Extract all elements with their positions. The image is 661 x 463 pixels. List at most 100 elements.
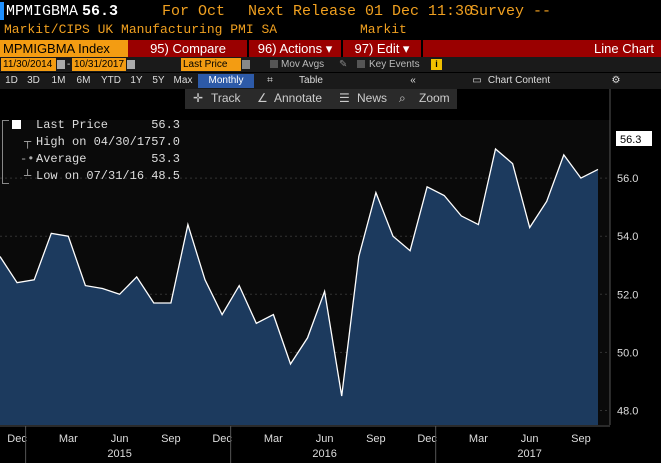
y-tick-label: 50.0: [617, 347, 638, 359]
x-tick-label: Dec: [417, 433, 437, 445]
chart-toolbar: ✛ Track ∠ Annotate ☰ News ⌕ Zoom: [185, 89, 457, 109]
y-tick-label: 52.0: [617, 289, 638, 301]
period-bar: 1D 3D 1M 6M YTD 1Y 5Y Max Monthly ⌗ Tabl…: [0, 73, 661, 89]
key-events-checkbox[interactable]: [357, 60, 365, 68]
crosshair-icon[interactable]: ✛: [193, 91, 204, 105]
x-tick-label: Sep: [161, 433, 181, 445]
track-button[interactable]: Track: [211, 91, 241, 105]
separator: [341, 40, 343, 57]
settings-bar: 11/30/2014 - 10/31/2017 Last Price Mov A…: [0, 57, 661, 72]
legend-value: 53.3: [151, 152, 180, 166]
command-bar: MPMIGBMA Index 95) Compare 96) Actions ▾…: [0, 40, 661, 57]
last-value-tag: [616, 131, 652, 146]
calendar-icon[interactable]: [127, 60, 135, 69]
x-tick-label: Sep: [366, 433, 386, 445]
chart-content-button[interactable]: Chart Content: [487, 75, 551, 86]
collapse-icon[interactable]: «: [410, 75, 416, 86]
legend-value: 57.0: [151, 135, 180, 149]
period-1m[interactable]: 1M: [51, 75, 66, 86]
period-6m[interactable]: 6M: [76, 75, 91, 86]
next-release: Next Release 01 Dec 11:30: [248, 3, 474, 20]
period-1d[interactable]: 1D: [5, 75, 18, 86]
period-5y[interactable]: 5Y: [152, 75, 165, 86]
chart-content-icon: ▭: [472, 75, 482, 86]
legend-value: 48.5: [151, 169, 180, 183]
security-description-row: Markit/CIPS UK Manufacturing PMI SA Mark…: [0, 22, 661, 39]
period-max[interactable]: Max: [173, 75, 193, 86]
x-tick-label: Jun: [316, 433, 334, 445]
x-tick-label: Sep: [571, 433, 591, 445]
series-line: [0, 147, 599, 397]
low-marker-icon: ┴: [24, 169, 32, 183]
ticker-marker: [0, 2, 4, 20]
frequency-select[interactable]: Monthly: [198, 74, 254, 88]
x-tick-label: Mar: [264, 433, 283, 445]
legend-low: ┴ Low on 07/31/16 48.5: [10, 169, 180, 183]
area-fill: [0, 149, 598, 425]
x-year-label: 2015: [107, 448, 131, 460]
view-label[interactable]: Line Chart: [560, 40, 658, 57]
survey: Survey --: [470, 3, 552, 20]
last-value-marker: 56.3: [616, 131, 652, 146]
actions-menu[interactable]: 96) Actions ▾: [250, 40, 340, 57]
last-value: 56.3: [82, 3, 119, 20]
data-source: Markit: [360, 22, 407, 37]
legend-average: -•- Average 53.3: [10, 152, 180, 166]
table-button[interactable]: Table: [299, 75, 323, 86]
legend-last-price: Last Price 56.3: [10, 118, 180, 132]
legend-value: 56.3: [151, 118, 180, 132]
high-marker-icon: ┬: [24, 135, 32, 149]
period-3d[interactable]: 3D: [27, 75, 40, 86]
news-icon[interactable]: ☰: [339, 91, 350, 105]
search-icon[interactable]: ⌕: [399, 91, 406, 105]
dropdown-icon[interactable]: [242, 60, 250, 69]
mov-avgs-label: Mov Avgs: [281, 59, 325, 70]
x-tick-label: Jun: [521, 433, 539, 445]
x-year-label: 2016: [312, 448, 336, 460]
key-events-label: Key Events: [369, 59, 420, 70]
compare-button[interactable]: 95) Compare: [130, 40, 246, 57]
chart-legend: Last Price 56.3 ┬ High on 04/30/17 57.0 …: [2, 118, 180, 186]
mov-avgs-checkbox[interactable]: [270, 60, 278, 68]
legend-bracket: [2, 120, 9, 184]
chart-type-icon[interactable]: ⌗: [267, 75, 273, 86]
average-marker-icon: -•-: [20, 152, 42, 166]
annotate-button[interactable]: Annotate: [274, 91, 323, 105]
for-period: For Oct: [162, 3, 226, 20]
legend-key: Average: [36, 152, 87, 166]
y-tick-label: 54.0: [617, 231, 638, 243]
pen-icon[interactable]: ✎: [339, 59, 348, 70]
ticker-symbol: MPMIGBMA: [6, 3, 79, 20]
last-value-tag-label: 56.3: [620, 134, 641, 146]
x-tick-label: Mar: [469, 433, 488, 445]
zoom-button[interactable]: Zoom: [419, 91, 450, 105]
period-1y[interactable]: 1Y: [130, 75, 143, 86]
x-axis: Dec Mar Jun Sep Dec Mar Jun Sep Dec Mar Jun Sep 2015…: [0, 425, 610, 463]
gear-icon[interactable]: ⚙: [611, 75, 621, 86]
info-icon[interactable]: i: [431, 59, 442, 70]
legend-swatch: [12, 120, 21, 129]
security-header: MPMIGBMA 56.3 For Oct Next Release 01 De…: [0, 0, 661, 22]
calendar-icon[interactable]: [57, 60, 65, 69]
news-button[interactable]: News: [357, 91, 388, 105]
edit-menu[interactable]: 97) Edit ▾: [344, 40, 420, 57]
end-date-input[interactable]: 10/31/2017: [72, 58, 126, 71]
y-axis: 48.0 50.0 52.0 54.0 56.0: [609, 89, 638, 425]
separator: [247, 40, 249, 57]
start-date-input[interactable]: 11/30/2014: [1, 58, 56, 71]
x-tick-label: Dec: [212, 433, 232, 445]
index-field[interactable]: MPMIGBMA Index: [0, 40, 128, 57]
period-ytd[interactable]: YTD: [101, 75, 121, 86]
y-tick-label: 48.0: [617, 405, 638, 417]
security-description: Markit/CIPS UK Manufacturing PMI SA: [4, 22, 278, 37]
date-dash: -: [67, 59, 71, 70]
x-tick-label: Dec: [7, 433, 27, 445]
legend-key: High on 04/30/17: [36, 135, 152, 149]
field-select[interactable]: Last Price: [181, 58, 241, 71]
legend-high: ┬ High on 04/30/17 57.0: [10, 135, 180, 149]
pen-icon[interactable]: ∠: [257, 91, 268, 105]
x-tick-label: Mar: [59, 433, 78, 445]
legend-key: Low on 07/31/16: [36, 169, 145, 183]
x-year-label: 2017: [517, 448, 541, 460]
price-chart[interactable]: 48.0 50.0 52.0 54.0 56.0 Dec Mar Jun Sep Dec Mar J…: [0, 89, 661, 463]
